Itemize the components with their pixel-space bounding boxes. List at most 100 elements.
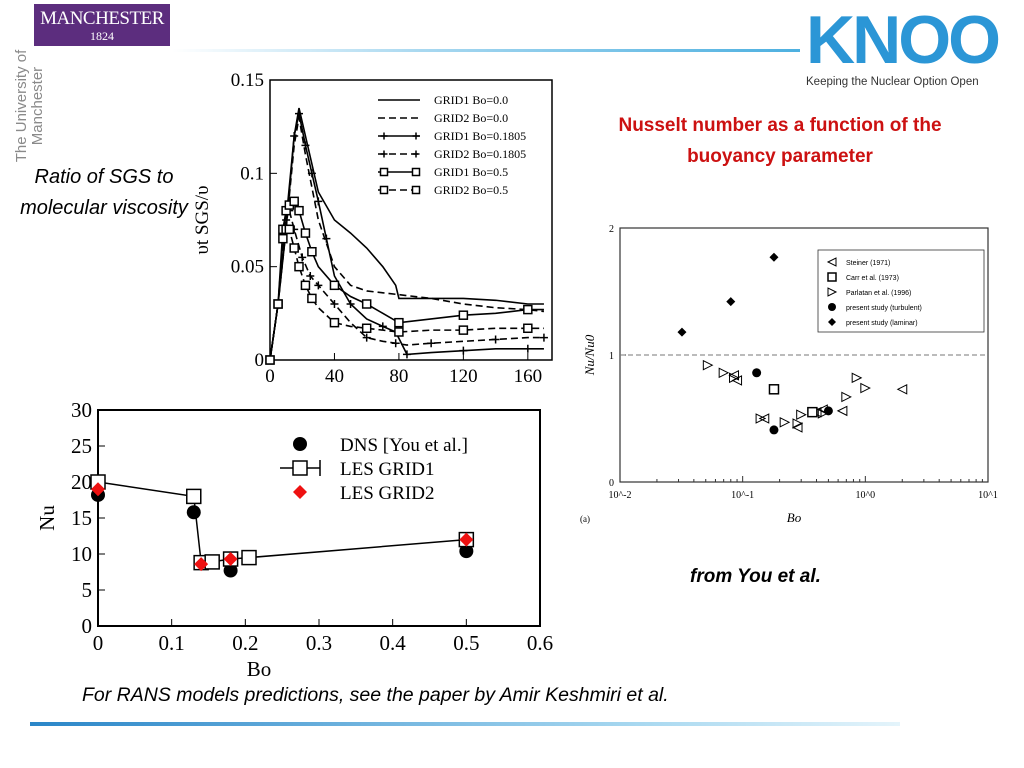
- data-point: [301, 141, 310, 150]
- y-tick-label: 0.15: [231, 70, 264, 91]
- nusselt-title: Nusselt number as a function of the buoy…: [618, 115, 942, 167]
- knoo-tagline: Keeping the Nuclear Option Open: [806, 76, 979, 88]
- x-tick-label: 0.4: [380, 631, 407, 655]
- data-point: [792, 418, 804, 429]
- data-point: [361, 323, 372, 334]
- data-point: [796, 409, 807, 420]
- data-point: [223, 552, 238, 567]
- x-tick-label: 0.3: [306, 631, 332, 655]
- data-point: [779, 417, 791, 428]
- x-tick-label: 0: [265, 366, 275, 387]
- x-tick-label: 160: [514, 366, 543, 387]
- data-point: [791, 422, 803, 433]
- data-point: [758, 413, 770, 424]
- x-tick-label: 10^-2: [608, 490, 631, 501]
- manchester-logo-year: 1824: [90, 29, 114, 43]
- header-divider: [172, 49, 800, 52]
- data-point: [755, 413, 767, 424]
- y-tick-label: 10: [71, 542, 92, 566]
- legend-marker: [380, 132, 388, 140]
- data-point: [677, 327, 687, 337]
- data-point: [459, 532, 474, 547]
- data-point: [402, 350, 411, 359]
- x-tick-label: 10^0: [855, 490, 875, 501]
- x-tick-label: 10^-1: [731, 490, 754, 501]
- legend-marker: [412, 150, 420, 158]
- legend-label: Parlatan et al. (1996): [846, 290, 911, 297]
- manchester-logo: MANCHESTER 1824: [34, 4, 170, 46]
- data-point: [91, 482, 105, 497]
- data-point: [458, 325, 469, 335]
- data-point: [729, 372, 740, 384]
- x-tick-label: 0.6: [527, 631, 553, 655]
- legend-label: LES GRID1: [340, 459, 434, 480]
- y-tick-label: 0: [609, 478, 614, 489]
- legend-marker: [379, 167, 389, 177]
- data-point: [186, 488, 202, 505]
- legend-label: GRID2 Bo=0.0: [434, 111, 508, 125]
- data-point: [329, 280, 340, 291]
- data-point: [702, 359, 714, 371]
- data-point: [204, 554, 220, 570]
- y-axis-label: υt SGS/υ: [192, 186, 213, 255]
- legend-label: GRID1 Bo=0.1805: [434, 129, 526, 143]
- data-point: [523, 344, 532, 353]
- y-tick-label: 2: [609, 224, 614, 235]
- legend-marker: [411, 167, 421, 177]
- panel-label: (a): [580, 514, 590, 524]
- data-point: [860, 382, 871, 394]
- legend-marker: [826, 257, 837, 267]
- legend-marker: [380, 150, 388, 158]
- x-tick-label: 40: [325, 366, 344, 387]
- data-point: [295, 109, 304, 118]
- legend-marker: [828, 303, 836, 311]
- data-point: [728, 370, 740, 381]
- data-point: [718, 367, 730, 379]
- data-point: [491, 335, 500, 344]
- data-point: [391, 339, 400, 348]
- data-point: [241, 549, 257, 566]
- data-point: [427, 339, 436, 348]
- data-point: [346, 300, 355, 308]
- x-tick-label: 0.2: [232, 631, 258, 655]
- sgs-ratio-chart: 0 40 80 120 160 0 0.05 0.1 0.15 υt SGS/υ GRID1 Bo=…: [192, 70, 553, 387]
- data-point: [186, 505, 201, 520]
- plot-frame: [97, 409, 541, 627]
- nu-vs-bo-chart: 0 0.1 0.2 0.3 0.4 0.5 0.6 0 5 10 15 20 25 30 Bo Nu DNS […: [35, 398, 553, 681]
- legend-box: [817, 249, 985, 333]
- legend-marker: [412, 132, 420, 140]
- data-point: [726, 297, 736, 307]
- y-tick-label: 5: [82, 578, 93, 602]
- legend-label: present study (turbulent): [846, 305, 922, 312]
- data-point: [459, 346, 468, 355]
- legend-marker: [411, 185, 421, 195]
- data-point: [322, 234, 331, 243]
- legend-label: GRID2 Bo=0.1805: [434, 147, 526, 161]
- rans-note: For RANS models predictions, see the pap…: [82, 684, 669, 706]
- data-point: [378, 322, 387, 331]
- manchester-logo-name: MANCHESTER: [40, 8, 164, 29]
- data-point: [294, 261, 304, 272]
- data-point: [841, 391, 852, 403]
- ratio-sgs-caption: Ratio of SGS to molecular viscosity: [20, 166, 188, 219]
- university-name: The University of Manchester: [13, 49, 46, 163]
- legend-marker: [827, 272, 837, 282]
- y-axis-label: Nu/Nu0: [582, 334, 597, 376]
- data-point: [273, 299, 283, 309]
- data-point: [300, 280, 311, 291]
- y-tick-label: 0: [82, 614, 93, 638]
- data-point: [523, 304, 533, 315]
- data-point: [265, 355, 275, 365]
- legend-label: GRID2 Bo=0.5: [434, 183, 508, 197]
- legend-label: GRID1 Bo=0.0: [434, 93, 508, 107]
- data-point: [362, 333, 371, 342]
- data-point: [394, 327, 404, 337]
- data-point: [523, 323, 533, 334]
- data-point: [289, 196, 299, 207]
- data-point: [307, 246, 317, 257]
- data-point: [329, 317, 340, 328]
- data-point: [290, 132, 299, 140]
- data-point: [807, 406, 818, 418]
- legend-label: Steiner (1971): [846, 260, 890, 267]
- series-line: [269, 117, 545, 361]
